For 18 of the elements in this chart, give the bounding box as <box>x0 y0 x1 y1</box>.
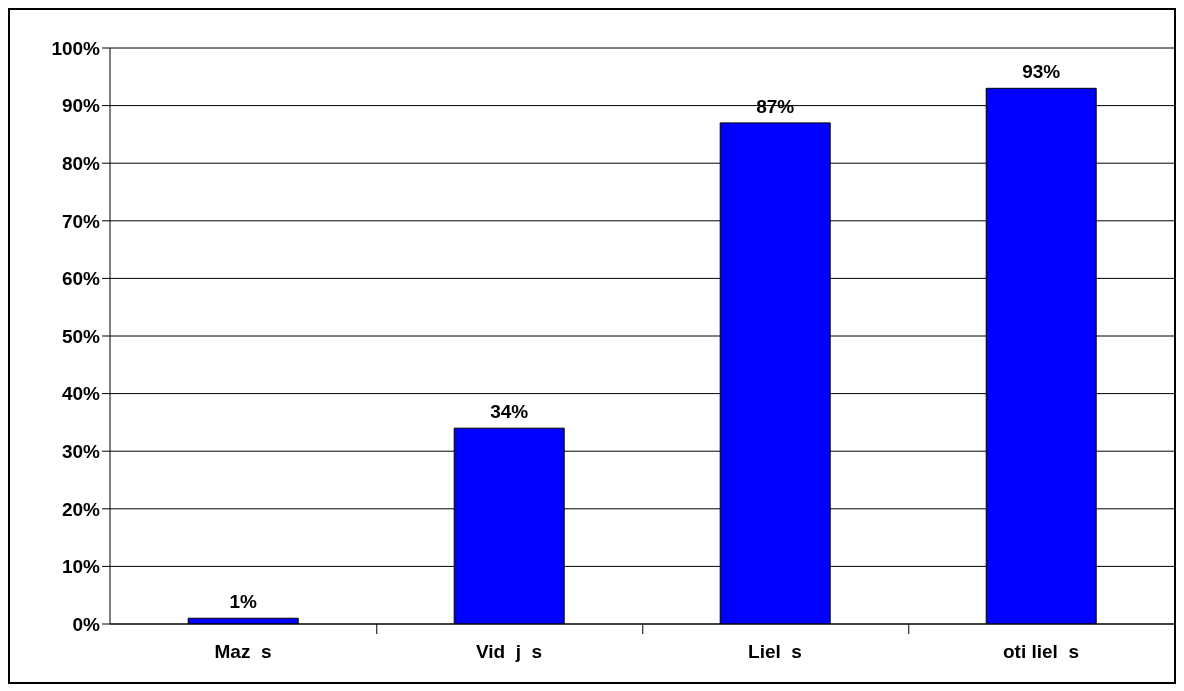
x-tick-label: Maz s <box>214 641 272 662</box>
y-tick-label: 40% <box>61 383 101 405</box>
y-tick-label: 30% <box>61 440 101 462</box>
y-tick-label: 90% <box>61 95 101 117</box>
y-tick-label: 20% <box>61 498 101 520</box>
y-tick-label: 60% <box>61 268 101 290</box>
y-tick-label: 10% <box>61 556 101 578</box>
data-label: 34% <box>490 401 529 423</box>
data-label: 1% <box>229 591 258 613</box>
y-tick-label: 50% <box>61 325 101 347</box>
y-tick-label: 80% <box>61 152 101 174</box>
x-tick-label: Liel s <box>748 641 802 662</box>
data-label: 93% <box>1022 61 1061 83</box>
y-tick-label: 70% <box>61 210 101 232</box>
x-tick-label: oti liel s <box>1002 641 1080 662</box>
y-tick-label: 0% <box>72 613 101 635</box>
x-tick-label: Vid j s <box>475 641 543 662</box>
y-tick-label: 100% <box>51 37 101 59</box>
